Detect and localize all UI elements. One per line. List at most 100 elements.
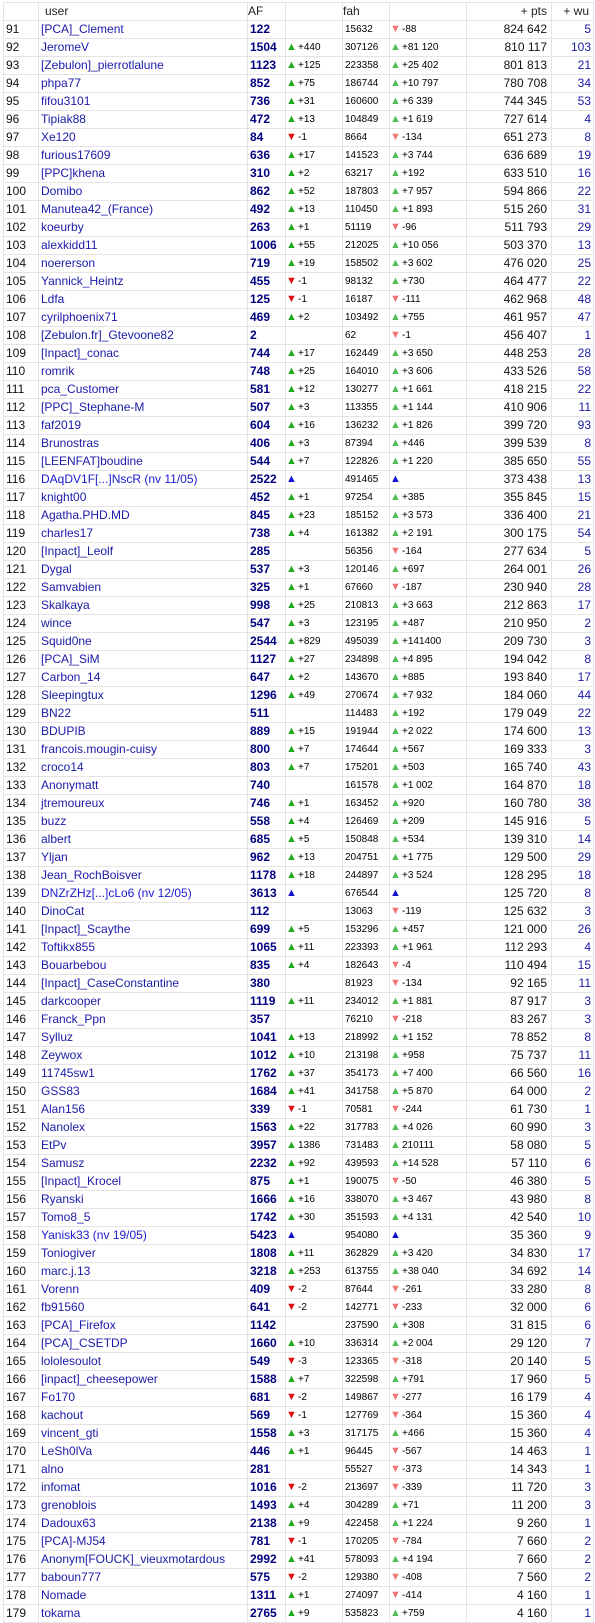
user-link[interactable]: romrik [38, 362, 248, 381]
user-link[interactable]: Yannick_Heintz [38, 272, 248, 291]
user-link[interactable]: vincent_gti [38, 1424, 248, 1443]
user-link[interactable]: furious17609 [38, 146, 248, 165]
user-link[interactable]: lololesoulot [38, 1352, 248, 1371]
user-link[interactable]: [LEENFAT]boudine [38, 452, 248, 471]
user-link[interactable]: GSS83 [38, 1082, 248, 1101]
user-link[interactable]: DNZrZHz[...]cLo6 (nv 12/05) [38, 884, 248, 903]
user-link[interactable]: fb91560 [38, 1298, 248, 1317]
user-link[interactable]: EtPv [38, 1136, 248, 1155]
user-link[interactable]: [inpact]_cheesepower [38, 1370, 248, 1389]
user-link[interactable]: Tomo8_5 [38, 1208, 248, 1227]
user-link[interactable]: alno [38, 1460, 248, 1479]
user-link[interactable]: Dygal [38, 560, 248, 579]
user-link[interactable]: Dadoux63 [38, 1514, 248, 1533]
user-link[interactable]: cyrilphoenix71 [38, 308, 248, 327]
user-link[interactable]: Samusz [38, 1154, 248, 1173]
user-link[interactable]: [Zebulon.fr]_Gtevoone82 [38, 326, 248, 345]
user-link[interactable]: Anonym[FOUCK]_vieuxmotardous [38, 1550, 248, 1569]
user-link[interactable]: Ryanski [38, 1190, 248, 1209]
user-link[interactable]: Samvabien [38, 578, 248, 597]
user-link[interactable]: marc.j.13 [38, 1262, 248, 1281]
user-link[interactable]: BN22 [38, 704, 248, 723]
user-link[interactable]: pca_Customer [38, 380, 248, 399]
user-link[interactable]: Skalkaya [38, 596, 248, 615]
user-link[interactable]: 11745sw1 [38, 1064, 248, 1083]
user-link[interactable]: Nomade [38, 1586, 248, 1605]
user-link[interactable]: alexkidd11 [38, 236, 248, 255]
user-link[interactable]: Fo170 [38, 1388, 248, 1407]
user-link[interactable]: [Inpact]_CaseConstantine [38, 974, 248, 993]
fah-cell: 98132 [342, 272, 390, 291]
user-link[interactable]: DAqDV1F[...]NscR (nv 11/05) [38, 470, 248, 489]
user-link[interactable]: Sleepingtux [38, 686, 248, 705]
user-link[interactable]: knight00 [38, 488, 248, 507]
user-link[interactable]: darkcooper [38, 992, 248, 1011]
user-link[interactable]: DinoCat [38, 902, 248, 921]
user-link[interactable]: Ldfa [38, 290, 248, 309]
user-link[interactable]: Agatha.PHD.MD [38, 506, 248, 525]
user-link[interactable]: [Zebulon]_pierrotlalune [38, 56, 248, 75]
user-link[interactable]: faf2019 [38, 416, 248, 435]
af-cell: 581 [247, 380, 286, 399]
header-fah-delta [389, 2, 467, 21]
user-link[interactable]: koeurby [38, 218, 248, 237]
user-link[interactable]: croco14 [38, 758, 248, 777]
user-link[interactable]: Carbon_14 [38, 668, 248, 687]
user-link[interactable]: [Inpact]_Scaythe [38, 920, 248, 939]
af-delta-cell: ▲+2 [285, 308, 343, 327]
user-link[interactable]: [PPC]_Stephane-M [38, 398, 248, 417]
user-link[interactable]: Yanisk33 (nv 19/05) [38, 1226, 248, 1245]
wu-cell: 55 [551, 452, 594, 471]
user-link[interactable]: albert [38, 830, 248, 849]
user-link[interactable]: buzz [38, 812, 248, 831]
user-link[interactable]: infomat [38, 1478, 248, 1497]
user-link[interactable]: [PCA]_Firefox [38, 1316, 248, 1335]
header-user: user [38, 2, 248, 21]
user-link[interactable]: [Inpact]_Krocel [38, 1172, 248, 1191]
user-link[interactable]: Tipiak88 [38, 110, 248, 129]
user-link[interactable]: wince [38, 614, 248, 633]
user-link[interactable]: Nanolex [38, 1118, 248, 1137]
user-link[interactable]: [PPC]khena [38, 164, 248, 183]
fah-cell: 136232 [342, 416, 390, 435]
wu-cell: 5 [551, 812, 594, 831]
user-link[interactable]: Toniogiver [38, 1244, 248, 1263]
user-link[interactable]: Manutea42_(France) [38, 200, 248, 219]
user-link[interactable]: francois.mougin-cuisy [38, 740, 248, 759]
user-link[interactable]: Franck_Ppn [38, 1010, 248, 1029]
user-link[interactable]: Anonymatt [38, 776, 248, 795]
user-link[interactable]: Yljan [38, 848, 248, 867]
user-link[interactable]: tokama [38, 1604, 248, 1623]
user-link[interactable]: BDUPIB [38, 722, 248, 741]
user-link[interactable]: fifou3101 [38, 92, 248, 111]
user-link[interactable]: phpa77 [38, 74, 248, 93]
user-link[interactable]: Alan156 [38, 1100, 248, 1119]
user-link[interactable]: charles17 [38, 524, 248, 543]
user-link[interactable]: grenoblois [38, 1496, 248, 1515]
user-link[interactable]: LeSh0lVa [38, 1442, 248, 1461]
user-link[interactable]: Bouarbebou [38, 956, 248, 975]
user-link[interactable]: [Inpact]_conac [38, 344, 248, 363]
user-link[interactable]: Vorenn [38, 1280, 248, 1299]
arrow-up-icon: ▲ [390, 1031, 401, 1043]
user-link[interactable]: jtremoureux [38, 794, 248, 813]
user-link[interactable]: Brunostras [38, 434, 248, 453]
user-link[interactable]: Sylluz [38, 1028, 248, 1047]
user-link[interactable]: JeromeV [38, 38, 248, 57]
user-link[interactable]: Domibo [38, 182, 248, 201]
user-link[interactable]: Xe120 [38, 128, 248, 147]
user-link[interactable]: Jean_RochBoisver [38, 866, 248, 885]
user-link[interactable]: [Inpact]_Leolf [38, 542, 248, 561]
wu-cell: 17 [551, 1244, 594, 1263]
user-link[interactable]: kachout [38, 1406, 248, 1425]
user-link[interactable]: [PCA]_SiM [38, 650, 248, 669]
user-link[interactable]: [PCA]_CSETDP [38, 1334, 248, 1353]
user-link[interactable]: [PCA]_Clement [38, 20, 248, 39]
wu-cell: 5 [551, 1370, 594, 1389]
user-link[interactable]: Squid0ne [38, 632, 248, 651]
user-link[interactable]: Zeywox [38, 1046, 248, 1065]
user-link[interactable]: Toftikx855 [38, 938, 248, 957]
user-link[interactable]: baboun777 [38, 1568, 248, 1587]
user-link[interactable]: noererson [38, 254, 248, 273]
user-link[interactable]: [PCA]-MJ54 [38, 1532, 248, 1551]
